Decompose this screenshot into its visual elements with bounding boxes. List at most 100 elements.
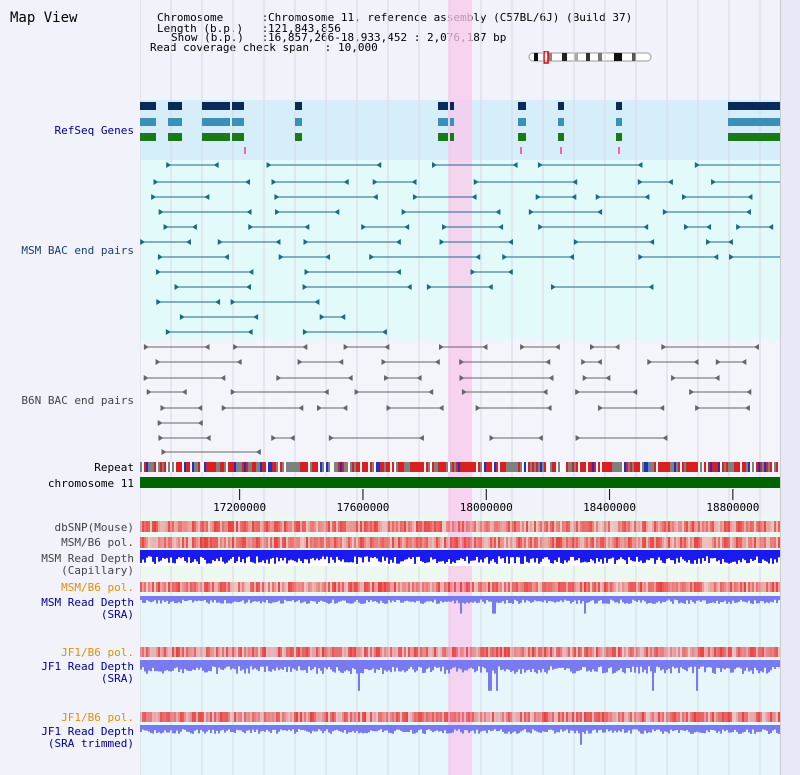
track-label-repeat[interactable]: Repeat (94, 461, 134, 474)
depth-bar (708, 725, 710, 733)
density-cell (564, 537, 566, 548)
repeat-block (514, 462, 516, 472)
density-cell (408, 521, 410, 532)
density-cell (612, 582, 614, 592)
track-label-jf1-pol-2[interactable]: JF1/B6 pol. (61, 711, 134, 724)
density-cell (714, 537, 716, 548)
depth-bar (340, 725, 342, 732)
density-cell (140, 712, 142, 722)
track-label-msm-depth-sra-1[interactable]: MSM Read Depth (41, 596, 134, 609)
depth-bar (534, 550, 536, 563)
density-cell (342, 712, 344, 722)
density-cell (208, 521, 210, 532)
depth-bar (510, 660, 512, 672)
density-cell (260, 521, 262, 532)
b6n-bac-end (418, 435, 424, 441)
depth-bar (164, 725, 166, 731)
msm-bac-end (571, 194, 577, 200)
depth-bar (486, 550, 488, 558)
density-cell (458, 521, 460, 532)
genome-viewport[interactable]: 17200000 17600000 18000000 18400000 18800000 (140, 0, 780, 775)
density-cell (606, 521, 608, 532)
density-cell (670, 712, 672, 722)
density-cell (170, 712, 172, 722)
chromosome-bar (140, 477, 780, 488)
depth-bar (302, 596, 304, 603)
depth-bar (538, 660, 540, 670)
density-cell (266, 712, 268, 722)
depth-bar (622, 550, 624, 560)
depth-bar (582, 725, 584, 733)
msm-bac-end (343, 179, 349, 185)
track-label-msm-depth-cap-1[interactable]: MSM Read Depth (41, 552, 134, 565)
repeat-block (180, 462, 182, 472)
chromosome-ideogram[interactable] (528, 51, 653, 64)
density-cell (266, 647, 268, 657)
density-cell (364, 712, 366, 722)
track-label-jf1-pol-1[interactable]: JF1/B6 pol. (61, 646, 134, 659)
density-cell (758, 712, 760, 722)
density-cell (368, 537, 370, 548)
track-canvas[interactable]: 17200000 17600000 18000000 18400000 18800000 (140, 0, 780, 775)
track-label-jf1-depth-sra-1[interactable]: JF1 Read Depth (41, 660, 134, 673)
density-cell (580, 647, 582, 657)
density-cell (440, 521, 442, 532)
msm-bac-end (157, 254, 163, 260)
track-label-msm-b6-pol-1[interactable]: MSM/B6 pol. (61, 536, 134, 549)
depth-bar (528, 660, 530, 670)
density-cell (464, 712, 466, 722)
repeat-block (150, 462, 152, 472)
density-cell (608, 712, 610, 722)
density-cell (398, 582, 400, 592)
density-cell (632, 647, 634, 657)
density-cell (606, 537, 608, 548)
depth-bar (228, 660, 230, 667)
depth-bar (150, 550, 152, 557)
msm-bac-end (314, 299, 320, 305)
right-scroll-edge[interactable] (780, 0, 800, 775)
repeat-block (674, 462, 676, 472)
depth-bar (340, 550, 342, 562)
density-cell (554, 537, 556, 548)
density-cell (182, 712, 184, 722)
track-label-msm-bac[interactable]: MSM BAC end pairs (21, 244, 134, 257)
density-cell (306, 582, 308, 592)
depth-bar (384, 550, 386, 561)
track-label-dbsnp[interactable]: dbSNP(Mouse) (54, 521, 134, 534)
b6n-bac-end (459, 359, 465, 365)
track-label-refseq[interactable]: RefSeq Genes (54, 124, 134, 137)
depth-bar (346, 596, 348, 604)
msm-bac-end (163, 224, 169, 230)
density-cell (366, 712, 368, 722)
density-cell (754, 537, 756, 548)
density-cell (414, 537, 416, 548)
track-label-b6n-bac[interactable]: B6N BAC end pairs (21, 394, 134, 407)
density-cell (472, 537, 474, 548)
depth-bar (660, 660, 662, 671)
depth-bar (370, 725, 372, 731)
depth-bar (564, 596, 566, 600)
repeat-block (722, 462, 724, 472)
depth-bar (598, 725, 600, 731)
density-cell (560, 647, 562, 657)
density-cell (446, 537, 448, 548)
density-cell (420, 521, 422, 532)
density-cell (434, 582, 436, 592)
track-label-jf1-depth-trim-1[interactable]: JF1 Read Depth (41, 725, 134, 738)
density-cell (674, 537, 676, 548)
depth-bar (180, 596, 182, 604)
density-cell (404, 537, 406, 548)
repeat-block (214, 462, 216, 472)
depth-bar (246, 596, 248, 603)
density-cell (652, 521, 654, 532)
track-label-msm-b6-pol-2[interactable]: MSM/B6 pol. (61, 581, 134, 594)
track-label-chromosome[interactable]: chromosome 11 (47, 477, 134, 490)
density-cell (432, 647, 434, 657)
depth-bar (564, 550, 566, 561)
depth-bar (382, 550, 384, 557)
repeat-block (418, 462, 420, 472)
depth-bar (194, 550, 196, 560)
depth-bar (166, 725, 168, 733)
density-cell (264, 582, 266, 592)
depth-bar (414, 550, 416, 564)
